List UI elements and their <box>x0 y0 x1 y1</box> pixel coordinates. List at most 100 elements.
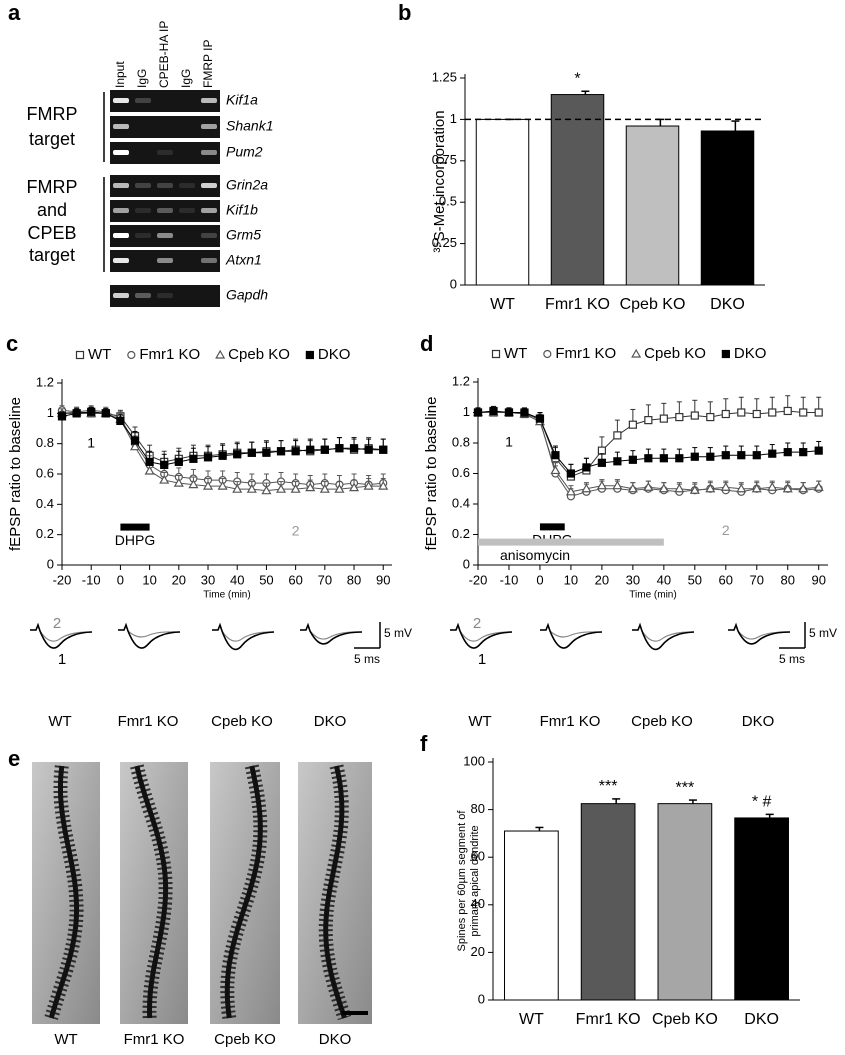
gene-label: Pum2 <box>226 144 263 160</box>
micrograph <box>120 762 188 1024</box>
gene-label: Kif1a <box>226 92 258 108</box>
point <box>130 436 140 445</box>
point <box>218 451 227 460</box>
x-tick-label: 50 <box>259 572 273 587</box>
scale-label: 5 ms <box>779 652 805 666</box>
x-tick-label: 60 <box>719 572 733 587</box>
x-tick-label: Cpeb KO <box>652 1011 718 1028</box>
point <box>261 485 272 495</box>
point <box>306 445 315 454</box>
point <box>320 445 329 454</box>
point <box>675 454 684 463</box>
micrograph-label: Cpeb KO <box>214 1031 276 1048</box>
gene-label: Kif1b <box>226 202 258 218</box>
gel-band <box>135 293 151 298</box>
bar <box>734 817 789 1001</box>
gene-label: Shank1 <box>226 118 273 134</box>
x-tick-label: -20 <box>469 572 488 587</box>
gel-band <box>157 150 173 155</box>
legend-marker <box>491 349 501 359</box>
point <box>768 408 777 417</box>
y-tick-label: 0.8 <box>36 435 54 450</box>
group-label: CPEB <box>27 223 76 243</box>
point <box>582 463 591 472</box>
gel-band <box>157 258 173 263</box>
point <box>566 469 576 478</box>
gel-row <box>110 200 220 222</box>
panel-label: a <box>8 0 21 25</box>
point <box>101 409 110 418</box>
trace <box>300 622 363 645</box>
bar <box>657 803 713 1001</box>
legend-label: Cpeb KO <box>228 346 290 363</box>
gel-band <box>113 183 129 188</box>
x-tick-label: 70 <box>750 572 764 587</box>
point <box>612 480 623 490</box>
gel-band <box>201 208 217 213</box>
point <box>690 411 699 420</box>
gel-row <box>110 116 220 138</box>
group-label: target <box>29 129 75 149</box>
point <box>363 480 374 490</box>
gel-band <box>135 98 151 103</box>
x-tick-label: 60 <box>288 572 302 587</box>
legend-label: Fmr1 KO <box>139 346 200 363</box>
lane-label: IgG <box>135 69 149 88</box>
gel-band <box>157 208 173 213</box>
trace <box>540 622 603 649</box>
point <box>767 482 778 491</box>
point <box>814 408 823 417</box>
y-tick-label: 1.2 <box>36 374 54 389</box>
y-tick-label: 0.6 <box>36 465 54 480</box>
y-tick-label: 1 <box>47 405 54 420</box>
y-tick-label: 80 <box>471 801 485 816</box>
sweep-label: 1 <box>478 651 486 668</box>
point <box>706 452 715 461</box>
treatment-bar <box>120 523 150 531</box>
point <box>628 420 637 429</box>
gel-band <box>113 233 129 238</box>
significance-marker: *** <box>676 779 695 796</box>
gel-band <box>135 208 151 213</box>
panel-label: f <box>420 731 428 756</box>
gel-band <box>201 258 217 263</box>
y-tick-label: 0 <box>463 556 470 571</box>
point <box>644 416 653 425</box>
point <box>378 480 389 490</box>
point <box>768 449 777 458</box>
legend-marker <box>721 349 730 359</box>
point <box>737 408 746 417</box>
point <box>57 412 67 421</box>
legend-marker <box>215 349 226 359</box>
gel-row <box>110 90 220 112</box>
y-tick-label: 0.2 <box>452 526 470 541</box>
point <box>565 486 576 496</box>
scale-label: 5 mV <box>384 626 412 640</box>
trace <box>450 622 513 649</box>
trace-label: WT <box>48 713 71 730</box>
y-tick-label: 0.4 <box>36 496 54 511</box>
point <box>349 444 359 453</box>
dendrite <box>323 765 347 1019</box>
x-tick-label: 0 <box>536 572 543 587</box>
gel-band <box>157 293 173 298</box>
point <box>813 482 824 491</box>
point <box>246 483 257 493</box>
y-tick-label: 100 <box>463 753 485 768</box>
gene-label: Gapdh <box>226 287 268 303</box>
group-label: FMRP <box>27 104 78 124</box>
point <box>291 447 300 456</box>
point <box>116 416 125 426</box>
gel-band <box>201 98 217 103</box>
point <box>581 483 592 493</box>
point <box>335 444 344 453</box>
trace <box>212 622 275 651</box>
legend-label: DKO <box>734 345 767 362</box>
point <box>736 483 747 493</box>
gel-band <box>113 150 129 155</box>
point <box>613 431 622 440</box>
point <box>473 408 483 417</box>
y-tick-label: 1 <box>450 111 457 126</box>
sweep-label: 2 <box>292 522 300 538</box>
significance-marker: * <box>574 70 580 87</box>
